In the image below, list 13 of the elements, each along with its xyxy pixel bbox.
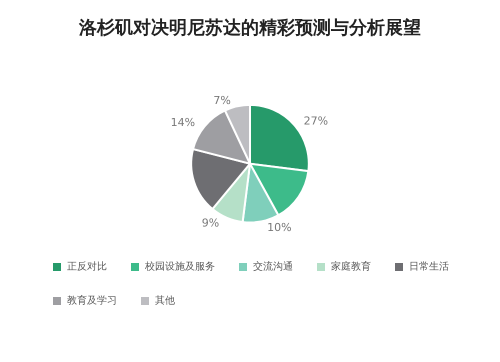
chart-title: 洛杉矶对决明尼苏达的精彩预测与分析展望 [78, 18, 421, 38]
data-label: 27% [304, 114, 328, 128]
data-label: 9% [202, 216, 220, 230]
data-label: 14% [170, 116, 196, 129]
data-label: 10% [267, 220, 292, 234]
legend-label: 校园设施及服务 [144, 260, 215, 272]
legend-label: 其他 [155, 294, 175, 306]
legend-label: 家庭教育 [331, 260, 371, 272]
data-label: 7% [213, 94, 231, 107]
legend-label: 日常生活 [409, 260, 449, 272]
legend-label: 教育及学习 [67, 294, 117, 306]
legend-label: 交流沟通 [253, 260, 293, 272]
legend-label: 正反对比 [67, 260, 107, 272]
